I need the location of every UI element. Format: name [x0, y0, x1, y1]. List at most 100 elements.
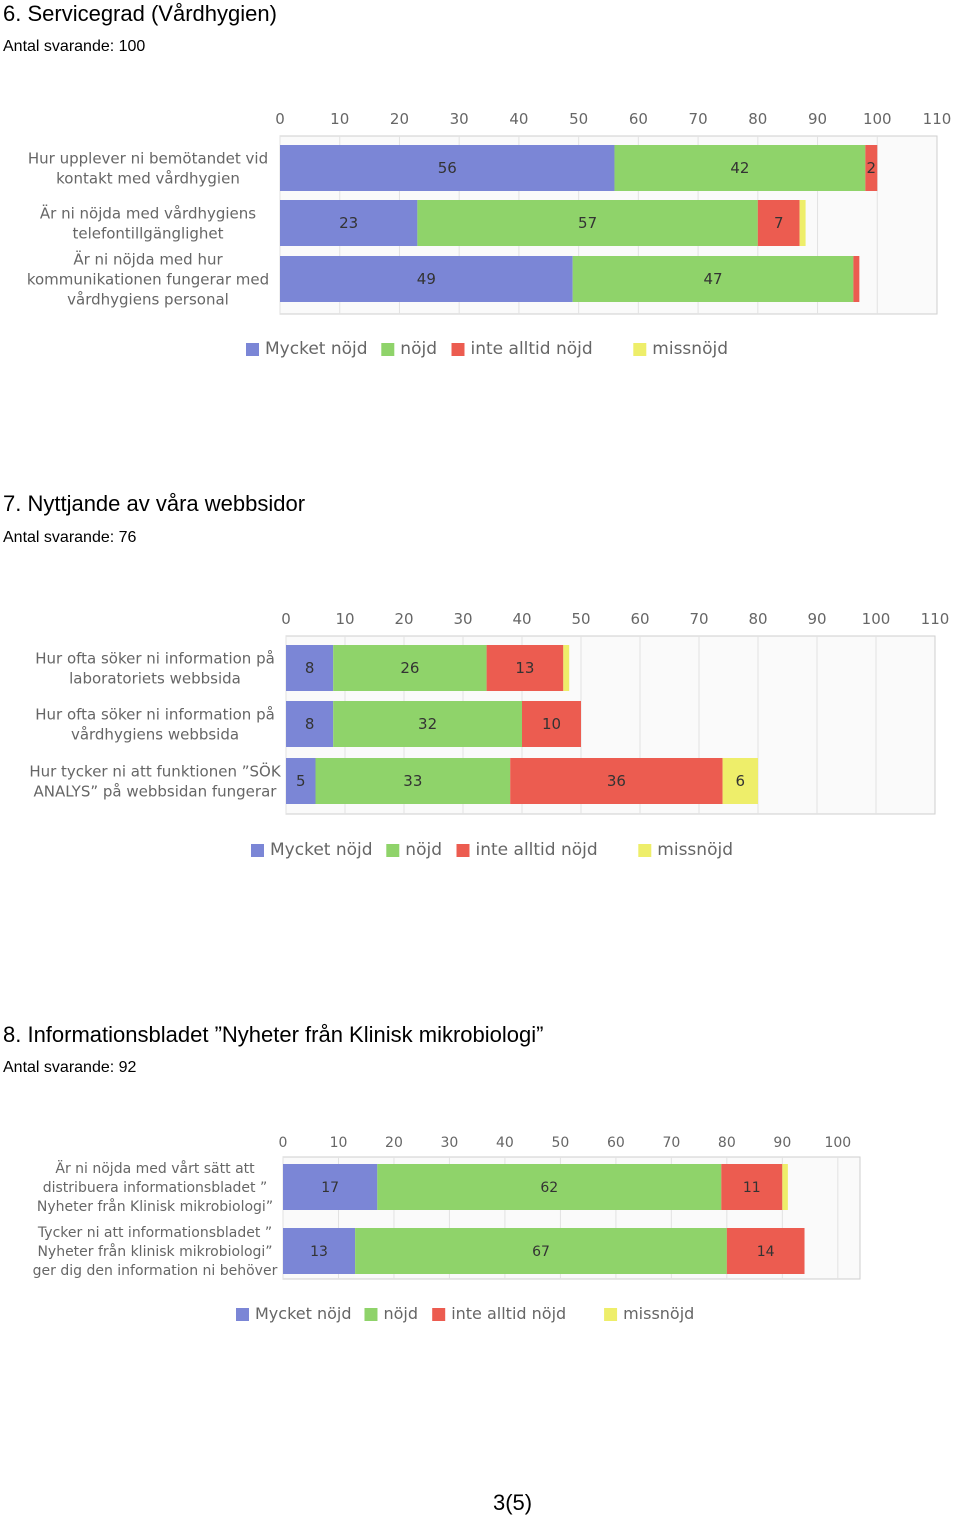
legend-label: inte alltid nöjd — [476, 840, 598, 860]
data-label: 10 — [542, 715, 561, 733]
bar-segment — [865, 145, 878, 191]
legend-swatch — [633, 343, 647, 356]
data-label: 49 — [417, 270, 436, 288]
data-label: 8 — [305, 659, 315, 677]
bar-segment — [315, 758, 511, 804]
x-tick-label: 70 — [689, 110, 708, 128]
bar-segment — [486, 645, 564, 691]
data-label: 17 — [321, 1180, 339, 1196]
x-tick-label: 10 — [330, 110, 349, 128]
x-tick-label: 50 — [571, 610, 590, 628]
data-label: 42 — [730, 159, 749, 177]
x-tick-label: 110 — [923, 110, 952, 128]
legend-label: Mycket nöjd — [270, 840, 373, 860]
data-label: 14 — [757, 1244, 775, 1260]
x-tick-label: 0 — [275, 110, 285, 128]
bar-segment — [614, 145, 866, 191]
page-number: 3(5) — [493, 1490, 533, 1515]
x-tick-label: 30 — [453, 610, 472, 628]
legend-label: missnöjd — [652, 339, 728, 359]
data-label: 33 — [403, 772, 422, 790]
stacked-bar-chart: 0 10 20 30 40 50 60 70 80 90 100 110 Hur ofta söker … — [0, 600, 960, 880]
section-subtitle: Antal svarande: 76 — [3, 529, 137, 546]
data-label: 2 — [867, 159, 877, 177]
legend-swatch — [638, 844, 652, 857]
x-tick-label: 80 — [718, 1135, 736, 1151]
category-label: vårdhygiens webbsida — [71, 725, 239, 743]
category-label: distribuera informationsbladet ” — [43, 1180, 268, 1196]
legend-label: inte alltid nöjd — [471, 339, 593, 359]
category-label: Är ni nöjda med vårt sätt att — [55, 1159, 255, 1177]
data-label: 6 — [736, 772, 746, 790]
x-tick-label: 50 — [569, 110, 588, 128]
data-label: 23 — [339, 214, 358, 232]
x-tick-label: 60 — [630, 610, 649, 628]
x-tick-label: 40 — [509, 110, 528, 128]
data-label: 67 — [532, 1244, 550, 1260]
legend-swatch — [451, 343, 465, 356]
data-label: 13 — [310, 1244, 328, 1260]
bar-segment — [280, 200, 418, 246]
category-label: Är ni nöjda med vårdhygiens — [40, 203, 256, 222]
category-label: telefontillgänglighet — [72, 224, 223, 242]
section-title: 7. Nyttjande av våra webbsidor — [3, 491, 306, 516]
x-tick-label: 100 — [824, 1135, 851, 1151]
legend-swatch — [246, 343, 259, 356]
x-tick-label: 60 — [607, 1135, 625, 1151]
x-tick-label: 40 — [512, 610, 531, 628]
category-label: Är ni nöjda med hur — [73, 249, 223, 268]
bar-segment — [417, 200, 758, 246]
bar-segment — [726, 1228, 805, 1274]
x-tick-label: 90 — [807, 610, 826, 628]
data-label: 8 — [305, 715, 315, 733]
x-tick-label: 20 — [390, 110, 409, 128]
x-tick-label: 10 — [335, 610, 354, 628]
data-label: 62 — [540, 1180, 558, 1196]
bar-segment — [283, 1228, 356, 1274]
x-tick-label: 20 — [385, 1135, 403, 1151]
bar-segment — [283, 1164, 378, 1210]
data-label: 26 — [400, 659, 419, 677]
legend-label: nöjd — [405, 840, 442, 860]
x-tick-label: 0 — [279, 1135, 288, 1151]
section-subtitle: Antal svarande: 92 — [3, 1059, 137, 1076]
data-label: 36 — [607, 772, 626, 790]
bar-segment — [782, 1164, 788, 1210]
legend-label: Mycket nöjd — [255, 1304, 352, 1323]
section-title: 8. Informationsbladet ”Nyheter från Klin… — [3, 1022, 544, 1047]
category-label: vårdhygiens personal — [67, 290, 229, 308]
x-tick-label: 30 — [441, 1135, 459, 1151]
x-tick-label: 50 — [551, 1135, 569, 1151]
bar-segment — [572, 256, 854, 302]
category-label: Hur ofta söker ni information på — [35, 705, 275, 723]
bar-segment — [510, 758, 723, 804]
legend-label: nöjd — [400, 339, 437, 359]
chart-svg: 0 10 20 30 40 50 60 70 80 90 100 110 Hur upplever ni… — [27, 110, 952, 359]
x-tick-label: 70 — [689, 610, 708, 628]
bar-segment — [757, 200, 800, 246]
chart-svg: 0 10 20 30 40 50 60 70 80 90 100 110 Hur ofta söker … — [29, 610, 950, 860]
x-tick-label: 10 — [330, 1135, 348, 1151]
x-tick-label: 60 — [629, 110, 648, 128]
legend-swatch — [604, 1308, 618, 1321]
section-subtitle: Antal svarande: 100 — [3, 38, 146, 55]
x-tick-label: 30 — [450, 110, 469, 128]
data-label: 47 — [703, 270, 722, 288]
category-label: Tycker ni att informationsbladet ” — [37, 1225, 272, 1241]
category-label: laboratoriets webbsida — [69, 669, 241, 687]
bar-segment — [563, 645, 570, 691]
data-label: 32 — [418, 715, 437, 733]
x-tick-label: 40 — [496, 1135, 514, 1151]
data-label: 5 — [296, 772, 306, 790]
bar-segment — [355, 1228, 727, 1274]
x-tick-label: 80 — [748, 610, 767, 628]
section-title: 6. Servicegrad (Vårdhygien) — [3, 1, 277, 26]
x-tick-label: 0 — [281, 610, 291, 628]
x-tick-label: 20 — [394, 610, 413, 628]
category-label: Nyheter från Klinisk mikrobiologi” — [37, 1198, 273, 1215]
legend-swatch — [381, 343, 395, 356]
x-tick-label: 110 — [921, 610, 950, 628]
bar-segment — [721, 1164, 783, 1210]
bar-segment — [286, 645, 334, 691]
x-tick-label: 100 — [862, 610, 891, 628]
